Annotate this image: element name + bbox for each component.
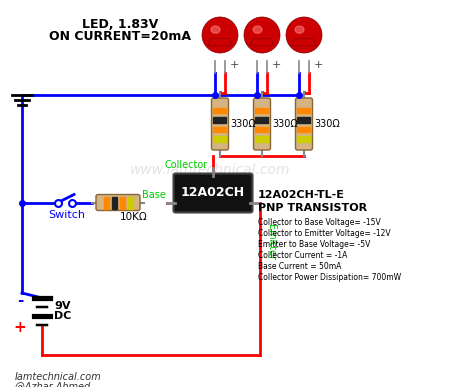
Bar <box>298 108 310 113</box>
Circle shape <box>286 17 322 53</box>
Text: +: + <box>313 60 323 70</box>
Text: Collector to Emitter Voltage= -12V: Collector to Emitter Voltage= -12V <box>258 229 391 238</box>
Text: Collector Current = -1A: Collector Current = -1A <box>258 251 347 260</box>
Text: 330Ω: 330Ω <box>272 119 298 129</box>
Text: 12A02CH-TL-E: 12A02CH-TL-E <box>258 190 345 200</box>
Bar <box>213 137 227 142</box>
Ellipse shape <box>211 26 220 33</box>
Bar <box>298 137 310 142</box>
Text: Base Current = 50mA: Base Current = 50mA <box>258 262 341 271</box>
Text: 10KΩ: 10KΩ <box>120 212 148 223</box>
FancyBboxPatch shape <box>295 98 312 150</box>
Text: 9V: 9V <box>54 301 71 311</box>
Bar <box>112 197 117 209</box>
Text: 12A02CH: 12A02CH <box>181 187 245 200</box>
Circle shape <box>202 17 238 53</box>
FancyBboxPatch shape <box>173 173 253 212</box>
Ellipse shape <box>295 26 304 33</box>
FancyBboxPatch shape <box>96 195 140 211</box>
Bar <box>255 117 268 123</box>
Text: www.iamtechnical.com: www.iamtechnical.com <box>130 163 290 177</box>
Text: 330Ω: 330Ω <box>230 119 256 129</box>
Polygon shape <box>250 39 273 46</box>
FancyBboxPatch shape <box>254 98 271 150</box>
Text: LED, 1.83V: LED, 1.83V <box>82 18 158 31</box>
Text: Collector: Collector <box>165 159 208 170</box>
Text: +: + <box>14 320 27 334</box>
Text: +: + <box>271 60 281 70</box>
Text: +: + <box>229 60 239 70</box>
Text: Emitter: Emitter <box>266 224 276 260</box>
Text: Emitter to Base Voltage= -5V: Emitter to Base Voltage= -5V <box>258 240 370 249</box>
Bar <box>255 137 268 142</box>
Text: Switch: Switch <box>48 209 85 219</box>
Bar <box>120 197 125 209</box>
Bar <box>213 108 227 113</box>
Ellipse shape <box>253 26 262 33</box>
Bar <box>104 197 109 209</box>
Text: Collector to Base Voltage= -15V: Collector to Base Voltage= -15V <box>258 218 381 227</box>
Text: Iamtechnical.com: Iamtechnical.com <box>15 372 102 382</box>
Bar <box>213 117 227 123</box>
Bar <box>255 108 268 113</box>
Text: Base: Base <box>142 190 165 200</box>
Text: -: - <box>17 293 23 308</box>
Text: ON CURRENT=20mA: ON CURRENT=20mA <box>49 30 191 43</box>
Bar <box>213 127 227 132</box>
Bar <box>128 197 133 209</box>
Bar <box>255 127 268 132</box>
Text: PNP TRANSISTOR: PNP TRANSISTOR <box>258 203 367 213</box>
Bar <box>298 127 310 132</box>
Polygon shape <box>292 39 316 46</box>
Text: 330Ω: 330Ω <box>314 119 340 129</box>
Bar <box>298 117 310 123</box>
FancyBboxPatch shape <box>211 98 228 150</box>
Text: Collector Power Dissipation= 700mW: Collector Power Dissipation= 700mW <box>258 273 401 282</box>
Text: @Azhar Ahmed: @Azhar Ahmed <box>15 381 90 387</box>
Circle shape <box>244 17 280 53</box>
Text: DC: DC <box>54 311 72 321</box>
Polygon shape <box>208 39 232 46</box>
